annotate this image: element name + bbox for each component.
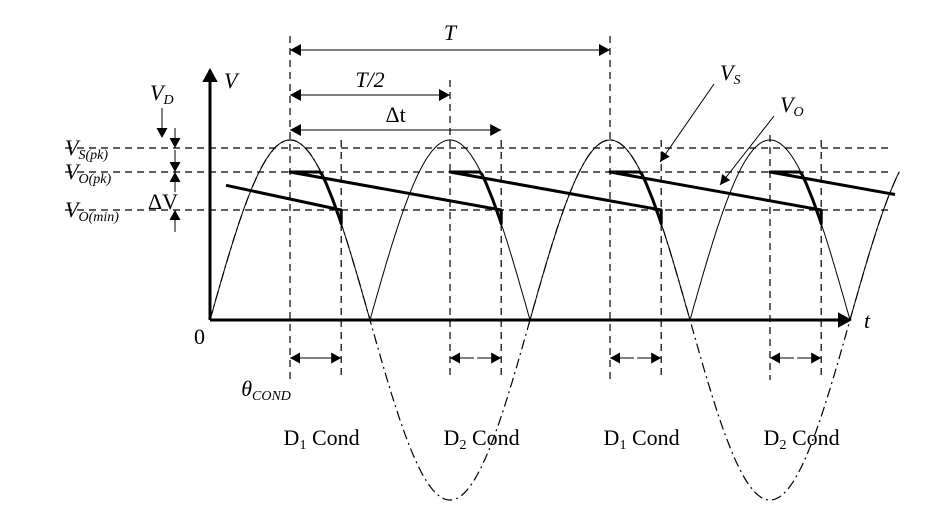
svg-text:D1 Cond: D1 Cond xyxy=(604,425,680,453)
svg-text:θCOND: θCOND xyxy=(241,376,291,404)
svg-text:VO: VO xyxy=(780,92,804,120)
svg-text:T/2: T/2 xyxy=(355,67,384,92)
svg-text:VO(pk): VO(pk) xyxy=(65,159,111,187)
rectifier-waveform-diagram: TT/2ΔtΔVVS(pk)VO(pk)VO(min)VDVt0θCONDD1 … xyxy=(0,0,936,506)
svg-text:D1 Cond: D1 Cond xyxy=(284,425,360,453)
svg-text:V: V xyxy=(224,68,240,93)
svg-text:t: t xyxy=(864,308,871,333)
svg-text:VD: VD xyxy=(150,80,174,108)
svg-text:VO(min): VO(min) xyxy=(65,197,119,225)
svg-text:D2 Cond: D2 Cond xyxy=(764,425,840,453)
svg-text:0: 0 xyxy=(194,324,205,349)
svg-text:Δt: Δt xyxy=(385,102,405,127)
svg-text:VS: VS xyxy=(720,60,740,88)
svg-text:D2 Cond: D2 Cond xyxy=(444,425,520,453)
svg-text:ΔV: ΔV xyxy=(148,189,178,214)
svg-text:T: T xyxy=(444,20,458,45)
